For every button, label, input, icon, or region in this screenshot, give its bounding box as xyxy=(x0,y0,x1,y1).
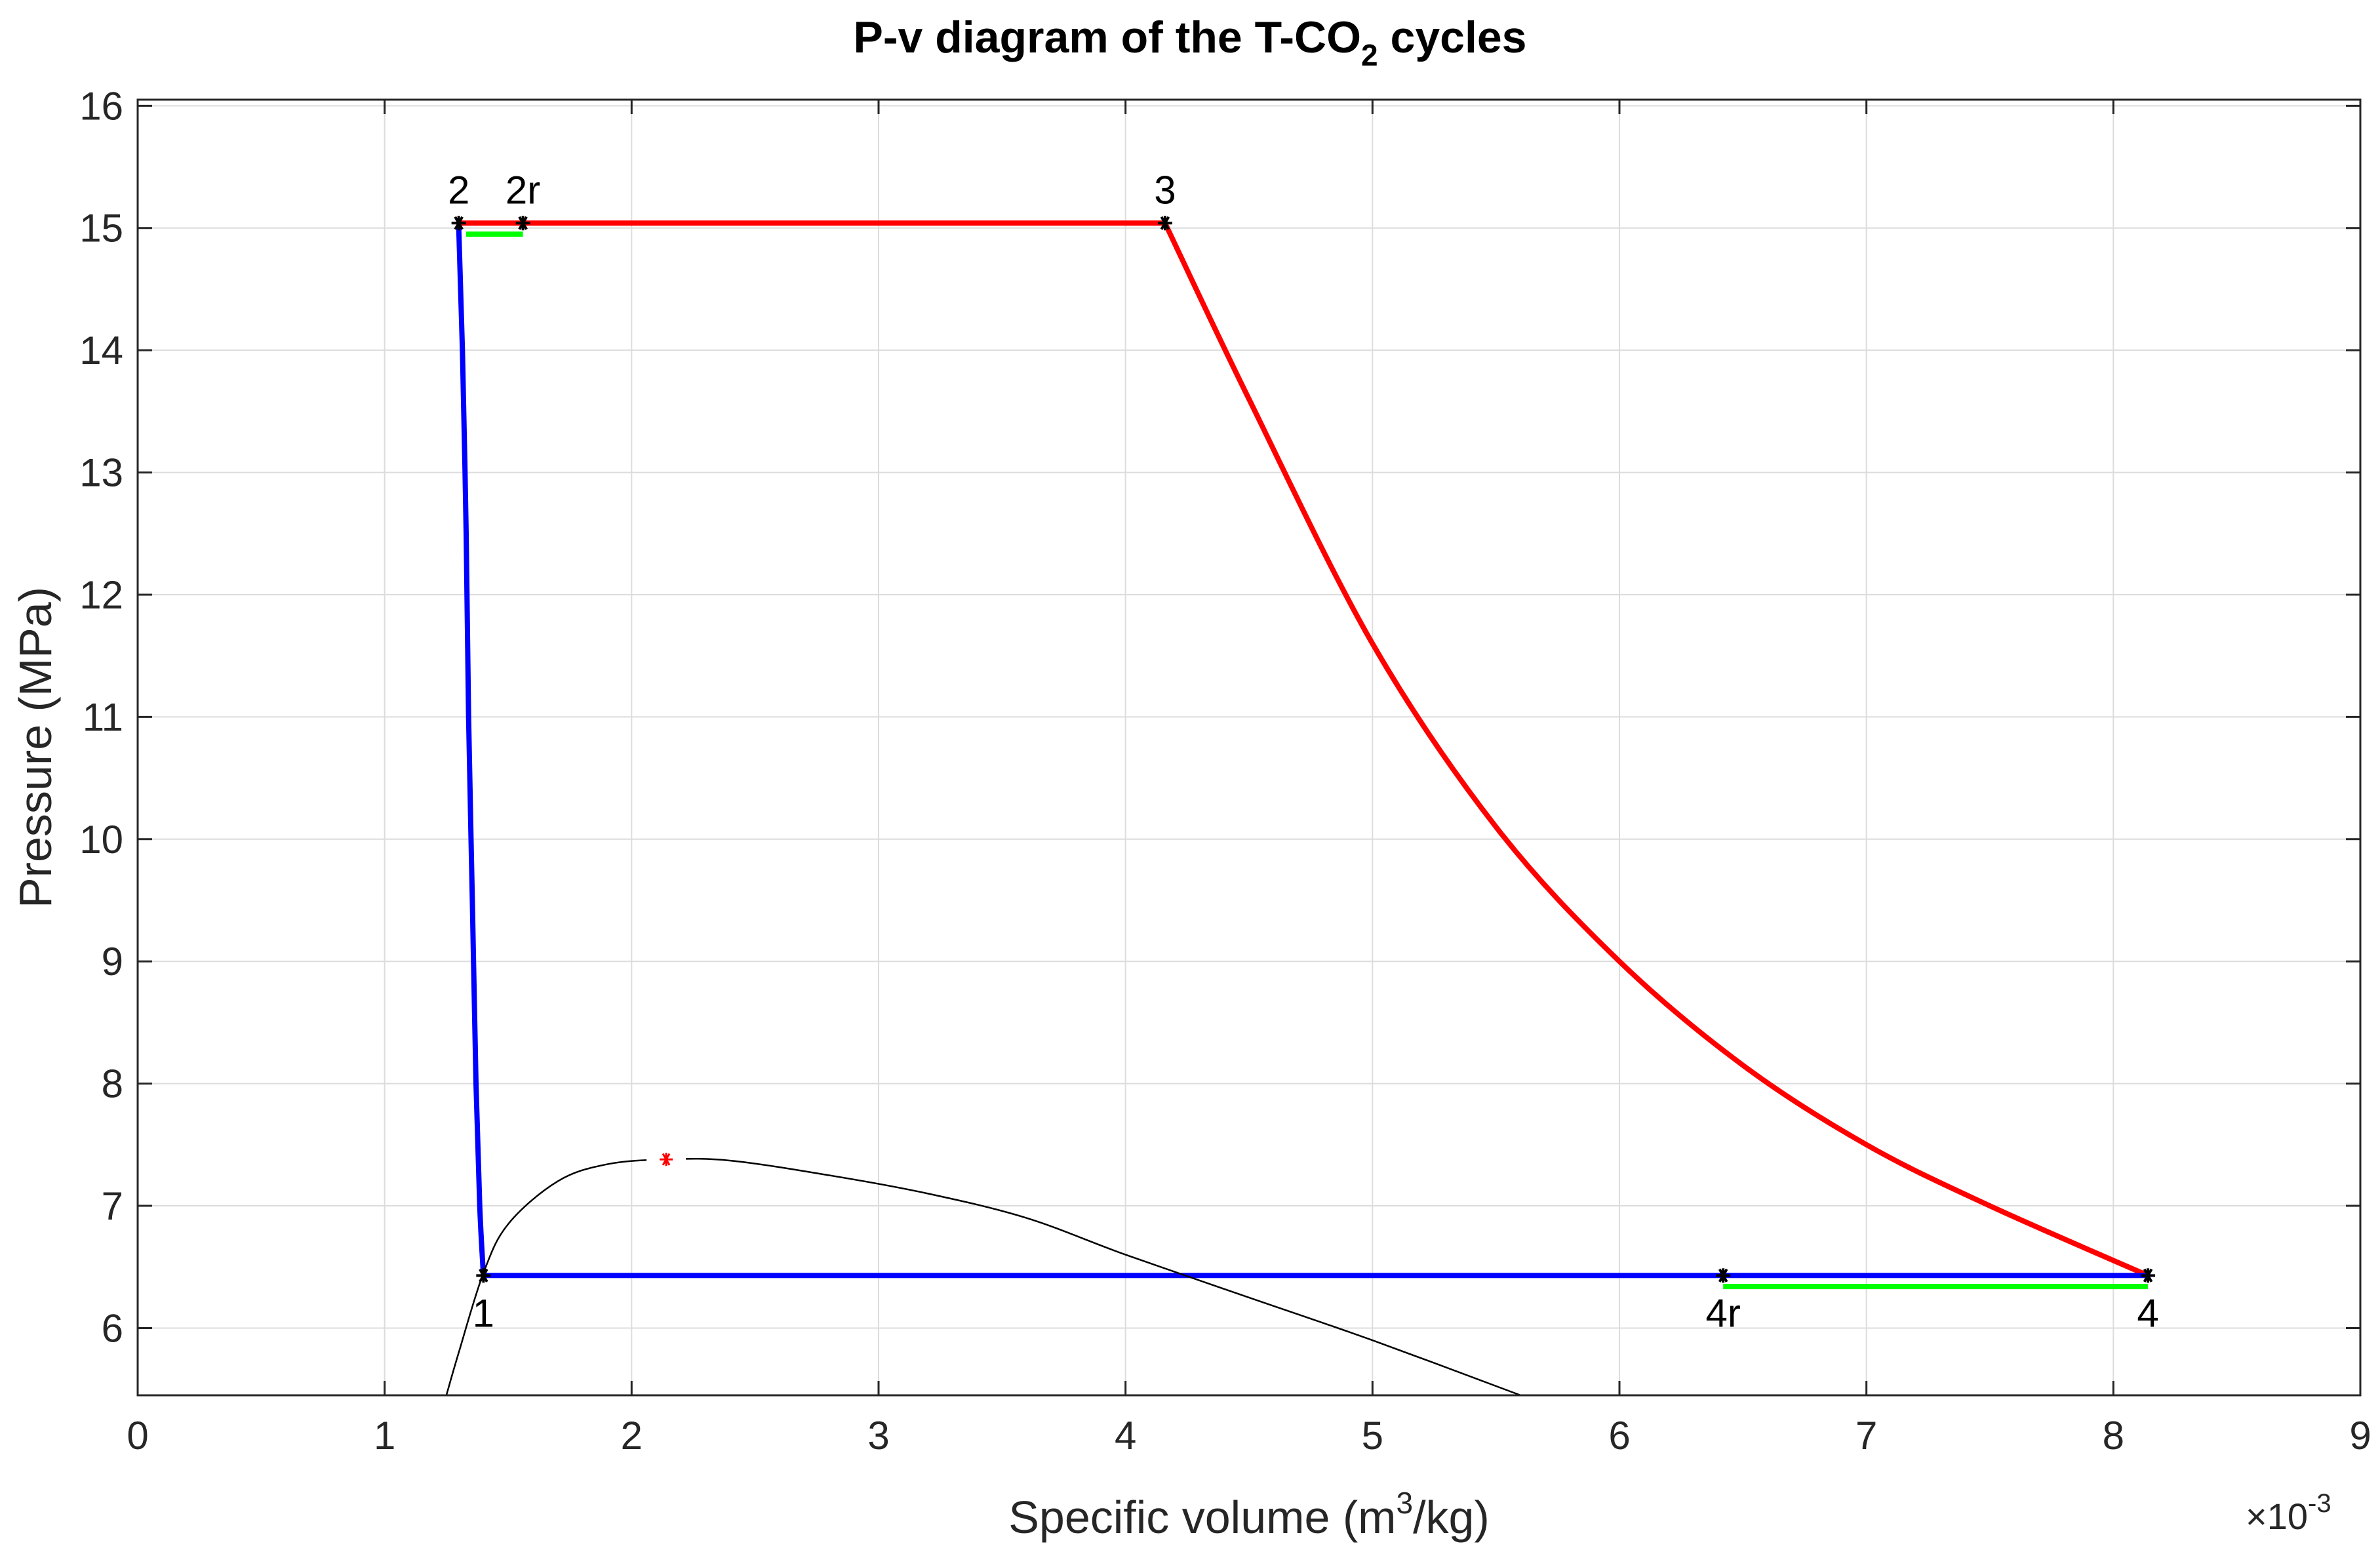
curves xyxy=(445,220,2149,1395)
y-axis-label: Pressure (MPa) xyxy=(10,587,61,908)
y-tick-label: 9 xyxy=(102,940,123,984)
y-tick-label: 8 xyxy=(102,1062,123,1106)
state-point-label: 3 xyxy=(1154,168,1176,212)
state-point-label: 4 xyxy=(2137,1291,2158,1335)
x-tick-label: 8 xyxy=(2103,1414,2124,1458)
y-tick-label: 6 xyxy=(102,1306,123,1350)
y-tick-label: 15 xyxy=(79,207,123,250)
y-tick-label: 11 xyxy=(83,695,123,739)
state-point-label: 2 xyxy=(448,168,469,212)
y-tick-label: 7 xyxy=(102,1184,123,1228)
grid xyxy=(138,100,2360,1395)
state-points: 1 2 2r 3 4 4r xyxy=(448,168,2159,1335)
state-point-label: 4r xyxy=(1706,1291,1741,1335)
state-point-2: 2 xyxy=(448,168,469,231)
state-point-3: 3 xyxy=(1154,168,1176,231)
y-tick-label: 10 xyxy=(79,818,123,862)
series-expansion-3-4 xyxy=(1162,222,2149,1278)
state-point-2r: 2r xyxy=(506,168,540,231)
state-point-4: 4 xyxy=(2137,1268,2159,1335)
y-tick-label: 12 xyxy=(79,573,123,617)
x-axis-exponent: ×10-3 xyxy=(2246,1489,2331,1537)
state-point-label: 1 xyxy=(473,1291,494,1335)
plot-area xyxy=(138,100,2360,1395)
x-tick-label: 7 xyxy=(1855,1414,1877,1458)
x-tick-label: 9 xyxy=(2349,1414,2371,1458)
y-tick-label: 13 xyxy=(79,451,123,495)
x-tick-label: 5 xyxy=(1362,1414,1383,1458)
y-tick-label: 16 xyxy=(79,84,123,128)
x-tick-label: 6 xyxy=(1608,1414,1630,1458)
x-axis-label: Specific volume (m3/kg) xyxy=(1008,1486,1490,1543)
state-point-4r: 4r xyxy=(1706,1268,1741,1335)
x-tick-label: 3 xyxy=(867,1414,889,1458)
x-tick-label: 1 xyxy=(374,1414,395,1458)
x-tick-label: 0 xyxy=(127,1414,148,1458)
chart-title: P-v diagram of the T-CO2 cycles xyxy=(853,12,1526,72)
state-point-1: 1 xyxy=(473,1268,494,1335)
state-point-label: 2r xyxy=(506,168,540,212)
x-tick-label: 2 xyxy=(621,1414,643,1458)
series-compression-1-2 xyxy=(456,228,486,1276)
critical-point-marker xyxy=(646,1150,686,1169)
series-saturation-dome xyxy=(445,1158,1521,1395)
axes-box xyxy=(136,98,2362,1397)
x-tick-label: 4 xyxy=(1115,1414,1136,1458)
y-tick-label: 14 xyxy=(79,328,123,372)
